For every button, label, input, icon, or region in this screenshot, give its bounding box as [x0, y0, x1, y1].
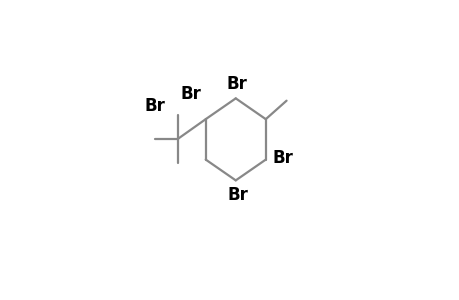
Text: Br: Br — [144, 97, 165, 115]
Text: Br: Br — [227, 186, 247, 204]
Text: Br: Br — [272, 149, 292, 167]
Text: Br: Br — [180, 85, 201, 103]
Text: Br: Br — [226, 75, 247, 93]
